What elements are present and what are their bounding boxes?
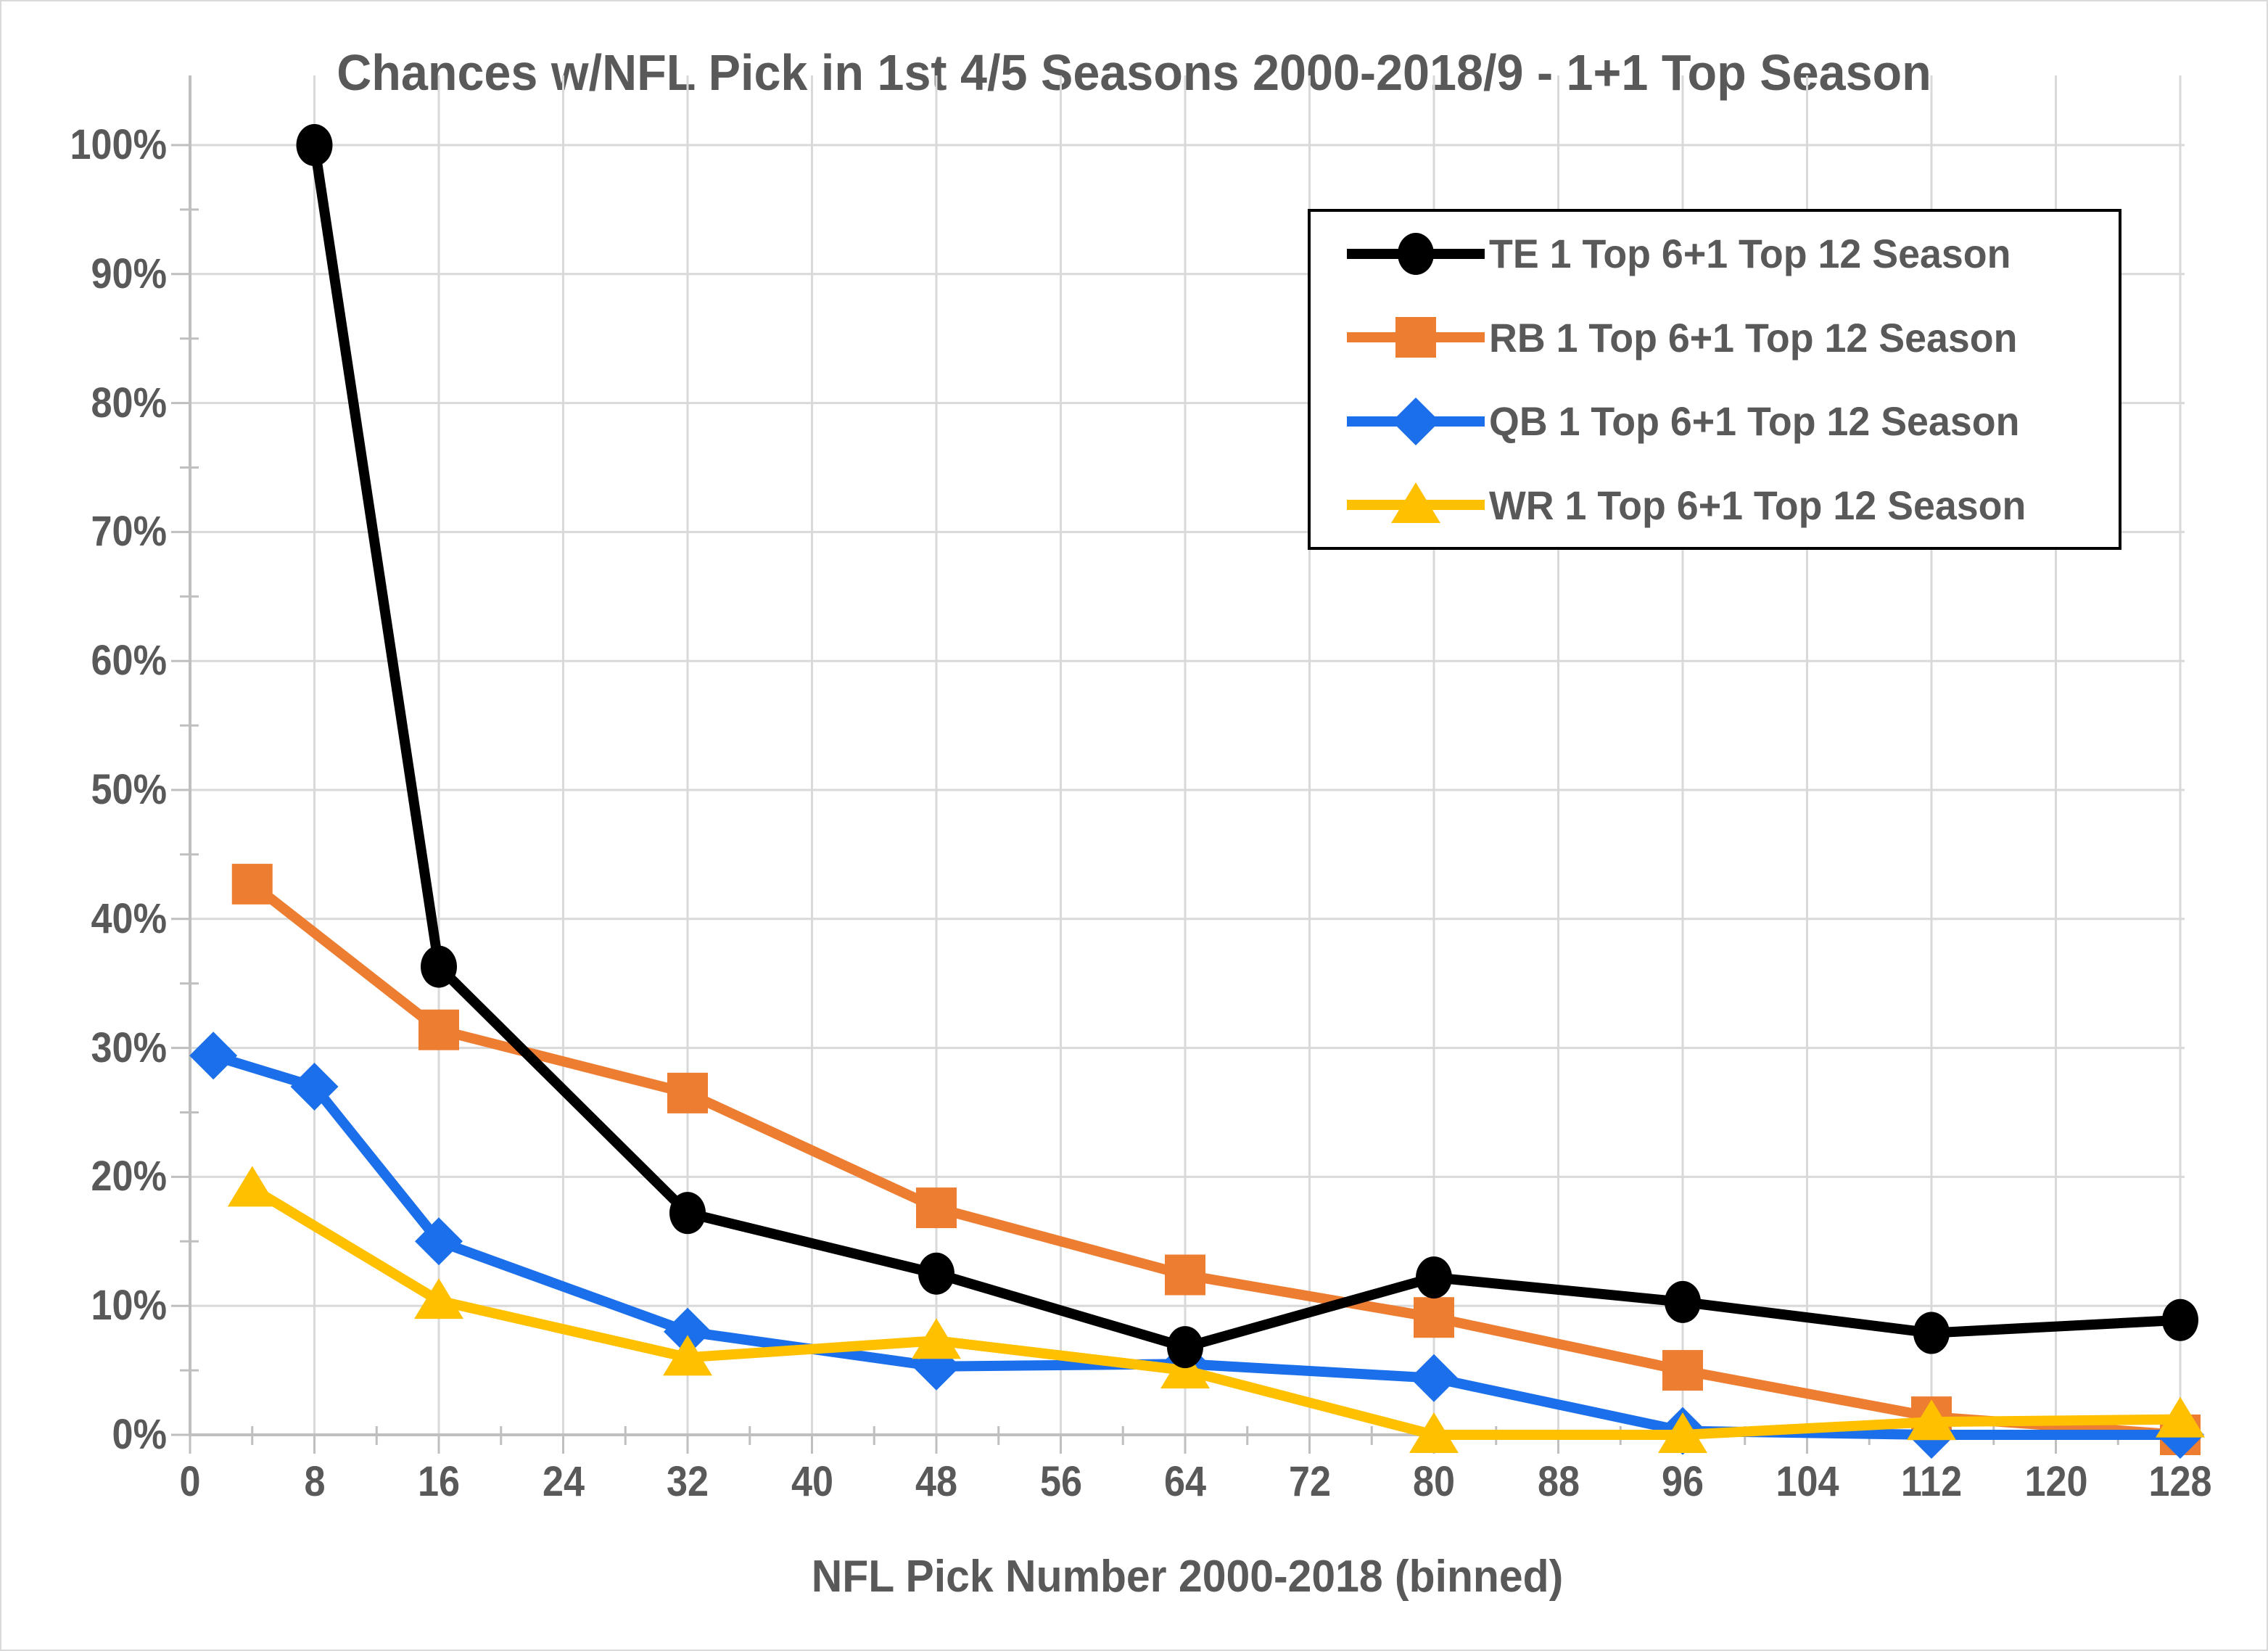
wr-legend-marker-icon	[1347, 482, 1485, 524]
series-te	[296, 124, 2198, 1369]
series-wr-marker	[1907, 1399, 1956, 1441]
x-tick-label: 56	[1039, 1458, 1082, 1505]
series-te-marker	[296, 124, 333, 166]
y-tick-label: 60%	[91, 637, 167, 685]
x-tick-label: 8	[303, 1458, 326, 1505]
qb-legend-marker	[1392, 397, 1440, 445]
wr-legend-marker	[1391, 482, 1440, 524]
legend-label-qb: QB 1 Top 6+1 Top 12 Season	[1489, 398, 2020, 445]
series-te-marker	[1167, 1326, 1203, 1369]
x-tick-label: 0	[179, 1458, 201, 1505]
series-te-marker	[1913, 1312, 1950, 1354]
x-tick-label: 32	[666, 1458, 709, 1505]
y-tick-label: 20%	[91, 1153, 167, 1201]
series-rb-marker	[1662, 1350, 1703, 1391]
series-wr-marker	[227, 1166, 277, 1207]
x-tick-label: 80	[1412, 1458, 1456, 1505]
x-tick-label: 128	[2148, 1458, 2212, 1505]
legend-item-qb: QB 1 Top 6+1 Top 12 Season	[1311, 382, 2119, 461]
series-te-marker	[1665, 1280, 1701, 1323]
x-tick-label: 112	[1900, 1458, 1963, 1505]
y-tick-label: 0%	[112, 1411, 167, 1458]
x-tick-label: 120	[2024, 1458, 2088, 1505]
y-tick-label: 10%	[91, 1282, 167, 1330]
x-tick-label: 64	[1163, 1458, 1207, 1505]
qb-legend-marker-icon	[1347, 397, 1485, 445]
x-tick-label: 48	[915, 1458, 958, 1505]
te-legend-marker	[1398, 232, 1434, 275]
series-rb-marker	[667, 1072, 708, 1113]
series-te-marker	[2162, 1298, 2198, 1341]
x-tick-label: 96	[1661, 1458, 1704, 1505]
series-te-marker	[1416, 1256, 1452, 1299]
x-tick-label: 40	[791, 1458, 833, 1505]
series-wr-marker	[1160, 1348, 1210, 1389]
series-qb-marker	[664, 1307, 712, 1356]
legend-item-wr: WR 1 Top 6+1 Top 12 Season	[1311, 465, 2119, 545]
y-tick-label: 50%	[91, 766, 167, 813]
x-axis-title: NFL Pick Number 2000-2018 (binned)	[811, 1552, 1564, 1602]
series-wr-marker	[663, 1335, 712, 1376]
series-rb-marker	[231, 863, 273, 905]
y-tick-label: 100%	[70, 121, 167, 168]
series-te-marker	[421, 945, 457, 988]
series-wr	[227, 1166, 2205, 1453]
y-tick-label: 30%	[91, 1024, 167, 1071]
series-qb-marker	[189, 1032, 238, 1080]
y-tick-label: 40%	[91, 894, 167, 942]
series-wr-marker	[1658, 1412, 1707, 1453]
series-wr-marker	[1409, 1412, 1459, 1453]
te-legend-marker-icon	[1347, 232, 1485, 275]
series-rb-marker	[418, 1009, 459, 1050]
legend: TE 1 Top 6+1 Top 12 Season RB 1 Top 6+1 T…	[1308, 209, 2121, 550]
legend-label-wr: WR 1 Top 6+1 Top 12 Season	[1489, 482, 2026, 528]
series-wr-marker	[2156, 1396, 2205, 1438]
x-tick-label: 104	[1775, 1458, 1839, 1505]
legend-item-te: TE 1 Top 6+1 Top 12 Season	[1311, 214, 2119, 294]
series-te-marker	[669, 1192, 706, 1235]
horizontal-gridlines	[190, 144, 2185, 1307]
series-qb	[189, 1032, 2204, 1459]
y-tick-label: 90%	[91, 250, 167, 297]
series-wr-marker	[912, 1318, 961, 1359]
x-tick-label: 24	[542, 1458, 585, 1505]
series-wr-marker	[414, 1278, 463, 1319]
y-tick-label: 80%	[91, 379, 167, 427]
series-rb-line	[247, 878, 2185, 1440]
y-tick-label: 70%	[91, 508, 167, 556]
legend-item-rb: RB 1 Top 6+1 Top 12 Season	[1311, 297, 2119, 377]
series-rb-marker	[1414, 1297, 1454, 1338]
x-tick-label: 88	[1537, 1458, 1580, 1505]
legend-label-rb: RB 1 Top 6+1 Top 12 Season	[1489, 314, 2018, 361]
rb-legend-marker-icon	[1347, 317, 1485, 358]
rb-legend-marker	[1395, 317, 1436, 358]
chart-title: Chances w/NFL Pick in 1st 4/5 Seasons 20…	[337, 44, 1931, 101]
series-rb-marker	[916, 1187, 957, 1229]
series-qb-marker	[415, 1217, 463, 1266]
legend-label-te: TE 1 Top 6+1 Top 12 Season	[1489, 231, 2011, 277]
series-qb-marker	[1410, 1354, 1458, 1402]
x-tick-label: 16	[417, 1458, 461, 1505]
x-tick-label: 72	[1288, 1458, 1331, 1505]
series-qb-marker	[290, 1062, 339, 1111]
series-wr-line	[247, 1183, 2185, 1440]
series-te-marker	[918, 1252, 954, 1295]
series-rb-marker	[1165, 1254, 1205, 1296]
